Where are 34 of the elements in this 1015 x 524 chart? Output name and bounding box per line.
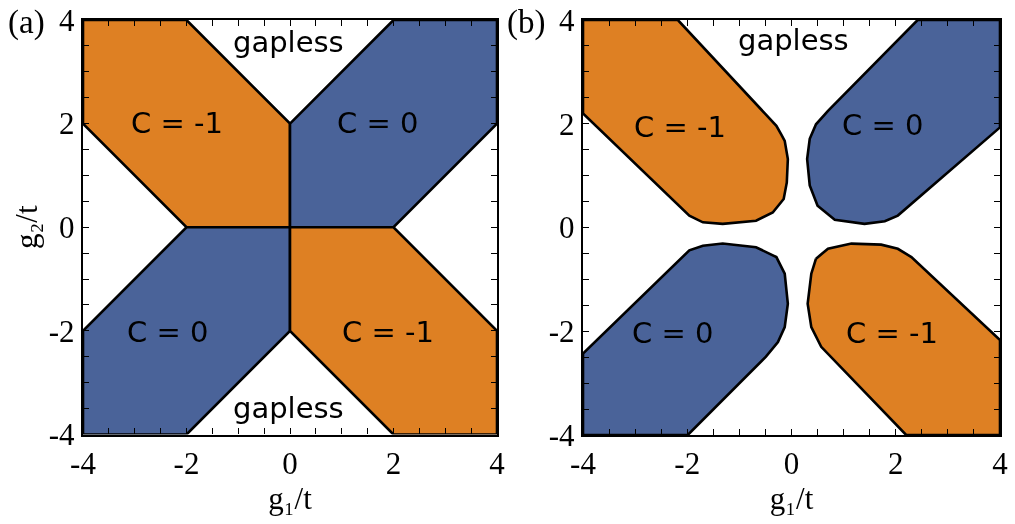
y-tick-label: 4 [559, 2, 576, 38]
annotation: gapless [233, 391, 344, 425]
annotation: C = -1 [634, 110, 726, 144]
y-tick-label: 4 [59, 2, 76, 38]
x-tick-label: 4 [489, 445, 506, 481]
y-tick-label: 0 [559, 210, 575, 246]
text: (a) [8, 4, 45, 41]
x-tick-label: 4 [992, 446, 1009, 482]
x-tick-label: -2 [173, 445, 200, 481]
x-axis-title: g₁/t [769, 481, 814, 517]
x-tick-label: 2 [888, 446, 904, 482]
y-tick-label: -2 [48, 313, 75, 349]
annotation: C = 0 [632, 316, 714, 350]
annotation: C = 0 [127, 315, 209, 349]
x-tick-label: 2 [385, 445, 402, 481]
y-tick-label: -4 [48, 417, 76, 453]
annotation: C = -1 [131, 106, 223, 140]
y-tick-label: -2 [548, 314, 575, 350]
annotation: C = -1 [342, 315, 434, 349]
annotation: C = 0 [842, 108, 924, 142]
annotation: gapless [738, 23, 849, 57]
text: (b) [507, 4, 546, 41]
x-tick-label: -2 [674, 446, 701, 482]
y-tick-label: 2 [559, 106, 575, 142]
y-tick-label: 0 [59, 210, 75, 246]
annotation: C = -1 [846, 316, 938, 350]
x-axis-title: g₁/t [268, 480, 313, 516]
x-tick-label: 0 [282, 445, 298, 481]
y-axis-title: g₂/t [8, 205, 44, 250]
x-tick-label: 0 [783, 446, 800, 482]
y-tick-label: 2 [59, 106, 75, 142]
annotation: C = 0 [337, 106, 419, 140]
annotation: gapless [233, 25, 344, 59]
y-tick-label: -4 [548, 417, 576, 453]
